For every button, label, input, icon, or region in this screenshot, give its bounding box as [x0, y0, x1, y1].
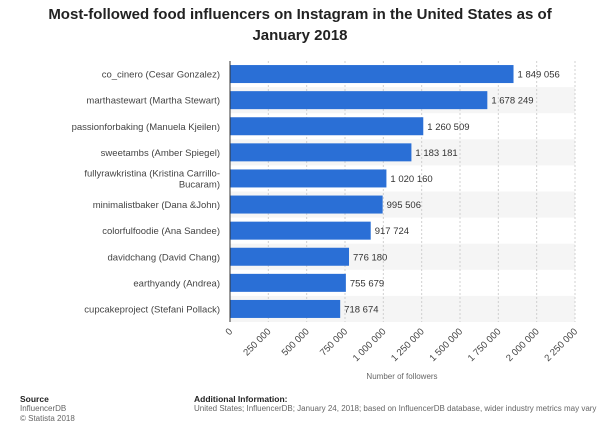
category-label: minimalistbaker (Dana &John) — [93, 200, 220, 211]
value-label: 1 678 249 — [491, 96, 533, 107]
bar — [230, 65, 514, 84]
value-label: 1 849 056 — [518, 70, 560, 81]
category-label: davidchang (David Chang) — [108, 252, 220, 263]
bar — [230, 91, 488, 110]
value-label: 1 260 509 — [427, 122, 469, 133]
category-label: earthyandy (Andrea) — [133, 278, 220, 289]
additional-info-heading: Additional Information: — [194, 394, 288, 404]
bar — [230, 169, 387, 188]
source-block: Source InfluencerDB © Statista 2018 — [20, 394, 75, 424]
value-label: 1 020 160 — [390, 174, 432, 185]
x-tick-label: 0 — [224, 326, 236, 338]
bar — [230, 247, 350, 266]
bar-chart: 1 849 056 co_cinero (Cesar Gonzalez) 1 678… — [72, 61, 580, 381]
bar — [230, 143, 412, 162]
source-line: InfluencerDB — [20, 404, 67, 413]
value-label: 755 679 — [350, 278, 384, 289]
value-label: 917 724 — [375, 226, 409, 237]
x-tick-label: 1 250 000 — [389, 326, 427, 364]
category-label: cupcakeproject (Stefani Pollack) — [84, 304, 220, 315]
category-label: marthastewart (Martha Stewart) — [86, 96, 220, 107]
additional-info-text: United States; InfluencerDB; January 24,… — [194, 404, 597, 413]
category-label: co_cinero (Cesar Gonzalez) — [102, 70, 220, 81]
chart-title: Most-followed food influencers on Instag… — [48, 6, 552, 44]
bar — [230, 195, 383, 214]
copyright-line: © Statista 2018 — [20, 414, 75, 423]
value-label: 1 183 181 — [415, 148, 457, 159]
additional-info-block: Additional Information: United States; I… — [194, 394, 596, 414]
value-label: 995 506 — [387, 200, 421, 211]
x-tick-label: 500 000 — [280, 326, 312, 358]
x-tick-label: 2 000 000 — [504, 326, 542, 364]
x-axis-title: Number of followers — [366, 372, 437, 381]
x-tick-label: 1 500 000 — [427, 326, 465, 364]
x-tick-label: 1 750 000 — [466, 326, 504, 364]
source-heading: Source — [20, 394, 49, 404]
bar — [230, 273, 346, 292]
x-tick-label: 750 000 — [318, 326, 350, 358]
category-label: colorfulfoodie (Ana Sandee) — [102, 226, 220, 237]
x-tick-label: 1 000 000 — [351, 326, 389, 364]
value-label: 776 180 — [353, 252, 387, 263]
bar — [230, 299, 341, 318]
bar — [230, 221, 371, 240]
bar — [230, 117, 424, 136]
value-label: 718 674 — [344, 304, 378, 315]
x-tick-label: 250 000 — [241, 326, 273, 358]
category-label: passionforbaking (Manuela Kjeilen) — [72, 122, 220, 133]
category-label: fullyrawkristina (Kristina Carrillo-Buca… — [84, 168, 220, 190]
x-tick-label: 2 250 000 — [542, 326, 580, 364]
category-label: sweetambs (Amber Spiegel) — [101, 148, 220, 159]
